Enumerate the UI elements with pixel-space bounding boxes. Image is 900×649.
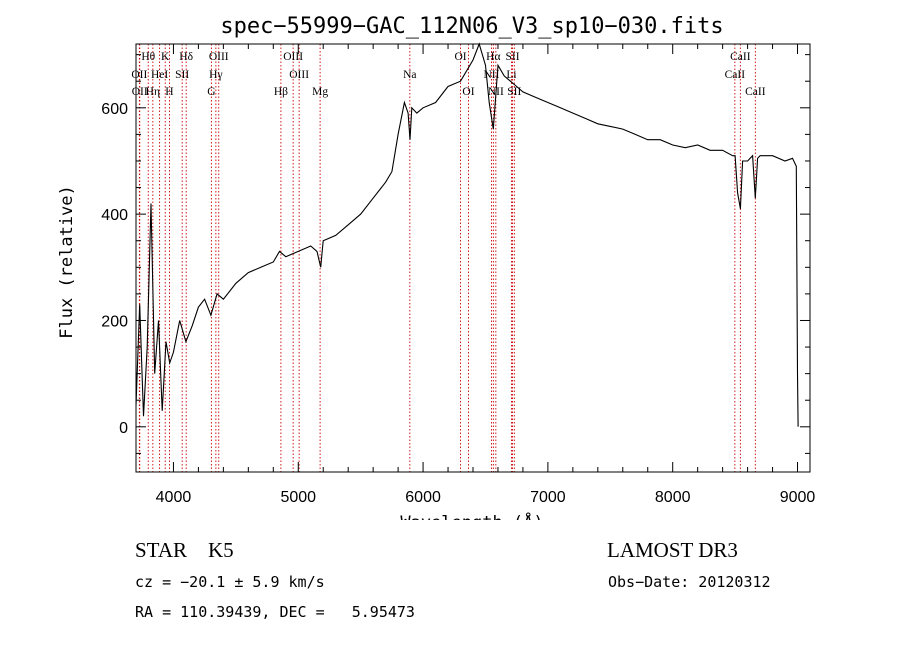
x-tick-label: 6000 <box>405 489 441 506</box>
x-tick-label: 4000 <box>156 489 192 506</box>
y-axis: 0 200 400 600 <box>101 54 810 454</box>
chart-title: spec−55999−GAC_112N06_V3_sp10−030.fits <box>220 14 723 39</box>
survey-name: LAMOST DR3 <box>607 538 738 562</box>
spectrum-line <box>135 42 799 427</box>
y-tick-label: 0 <box>119 420 128 437</box>
y-tick-label: 200 <box>101 313 128 330</box>
line-label-1: OII <box>131 69 147 81</box>
line-label-7: SII <box>175 69 189 81</box>
obs-date: Obs−Date: 20120312 <box>608 573 771 591</box>
line-label-6: Hδ <box>179 51 193 63</box>
y-axis-label: Flux (relative) <box>57 185 77 339</box>
redshift-text: cz = −20.1 ± 5.9 km/s <box>135 573 325 591</box>
line-label-8: H <box>165 86 173 98</box>
spectrum-chart: spec−55999−GAC_112N06_V3_sp10−030.fits H… <box>57 14 816 520</box>
line-label-25: CaII <box>730 51 751 63</box>
line-label-26: CaII <box>725 69 746 81</box>
x-axis-label: Wavelength (Å) <box>400 511 543 520</box>
line-label-12: OIII <box>283 51 303 63</box>
x-tick-label: 7000 <box>530 489 566 506</box>
line-label-22: SII <box>506 51 520 63</box>
coordinates: RA = 110.39439, DEC = 5.95473 <box>135 603 415 621</box>
line-label-11: G <box>207 86 215 98</box>
line-label-19: Hα <box>486 51 500 63</box>
line-label-9: OIII <box>209 51 229 63</box>
line-label-17: OI <box>454 51 466 63</box>
y-tick-label: 400 <box>101 207 128 224</box>
x-tick-label: 8000 <box>655 489 691 506</box>
line-label-4: HeI <box>151 69 168 81</box>
line-label-20: NII <box>483 69 499 81</box>
line-label-3: K <box>161 51 170 63</box>
line-label-5: Hη <box>146 86 160 98</box>
plot-frame <box>135 43 811 473</box>
line-label-14: Hβ <box>274 86 288 98</box>
line-label-24: SII <box>507 86 521 98</box>
y-tick-label: 600 <box>101 101 128 118</box>
line-label-23: Li <box>506 69 516 81</box>
line-label-27: CaII <box>745 86 766 98</box>
line-label-16: Na <box>403 69 416 81</box>
line-marker-group <box>138 44 756 472</box>
line-label-13: OIII <box>289 69 309 81</box>
line-label-10: Hγ <box>209 69 222 81</box>
line-label-0: Hθ <box>141 51 155 63</box>
x-axis: 4000 5000 6000 7000 8000 9000 <box>156 44 816 506</box>
line-label-18: OI <box>462 86 474 98</box>
line-label-15: Mg <box>312 86 328 98</box>
object-class: STAR K5 <box>135 538 234 562</box>
x-tick-label: 9000 <box>780 489 816 506</box>
x-tick-label: 5000 <box>280 489 316 506</box>
